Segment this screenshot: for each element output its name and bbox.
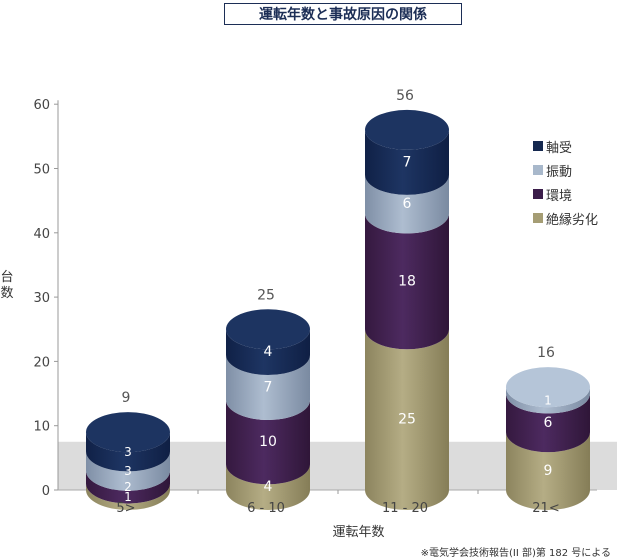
bar-segment [365,129,449,195]
bar-segment [506,393,590,453]
bar-cap [506,367,590,408]
legend-label: 振動 [546,164,573,180]
bar-segment [86,432,170,472]
bar-segment [506,432,590,510]
source-note: ※電気学会技術報告(II 部)第 182 号による [420,548,611,559]
data-label: 3 [124,464,132,478]
legend-label: 絶縁劣化 [546,212,599,228]
total-label: 16 [537,345,555,361]
y-tick-label: 40 [33,227,50,242]
data-label: 9 [544,463,553,479]
data-label: 1 [544,393,552,407]
y-tick-label: 0 [42,484,50,499]
data-label: 4 [264,479,273,495]
bar-segment [226,329,310,375]
legend-swatch [533,141,543,151]
chart-title: 運転年数と事故原因の関係 [224,3,462,25]
legend-label: 軸受 [546,140,573,156]
legend-swatch [533,189,543,199]
data-label: 7 [264,379,273,395]
x-axis-label: 運転年数 [332,525,385,540]
legend-label: 環境 [546,188,573,204]
y-tick-label: 60 [33,98,50,113]
x-tick-label: 6 - 10 [247,501,285,516]
y-tick-label: 20 [33,355,50,370]
bar-cap [365,109,449,150]
y-axis-label: 台数 [0,270,14,301]
x-tick-label: 21< [532,501,559,516]
data-label: 7 [403,154,412,170]
data-label: 18 [398,273,416,289]
total-label: 56 [396,88,414,104]
data-label: 2 [124,480,132,494]
bar-segment [365,213,449,350]
bar-segment [226,399,310,485]
data-label: 25 [398,412,416,428]
total-label: 25 [257,287,275,303]
data-label: 10 [259,434,277,450]
bar-segment [365,174,449,234]
legend-item: 軸受 [533,134,598,158]
legend-item: 絶縁劣化 [533,206,598,230]
bar-segment [86,451,170,491]
x-tick-label: 5> [116,501,135,516]
legend-swatch [533,165,543,175]
legend-swatch [533,213,543,223]
y-tick-label: 10 [33,420,50,435]
bar-cap [226,309,310,350]
bar-segment [86,483,170,510]
data-label: 3 [124,445,132,459]
bar-segment [506,387,590,414]
bar-cap [86,412,170,453]
bar-segment [226,464,310,510]
y-tick-label: 50 [33,163,50,178]
legend-item: 環境 [533,182,598,206]
data-label: 6 [544,415,553,431]
bar-segment [226,354,310,420]
x-tick-label: 11 - 20 [382,501,428,516]
total-label: 9 [122,390,131,406]
data-label: 1 [124,490,132,504]
legend-item: 振動 [533,158,598,182]
data-label: 6 [403,196,412,212]
bar-segment [365,329,449,510]
y-tick-label: 30 [33,291,50,306]
data-label: 4 [264,344,273,360]
bar-segment [86,470,170,504]
legend: 軸受 振動 環境 絶縁劣化 [533,134,598,230]
